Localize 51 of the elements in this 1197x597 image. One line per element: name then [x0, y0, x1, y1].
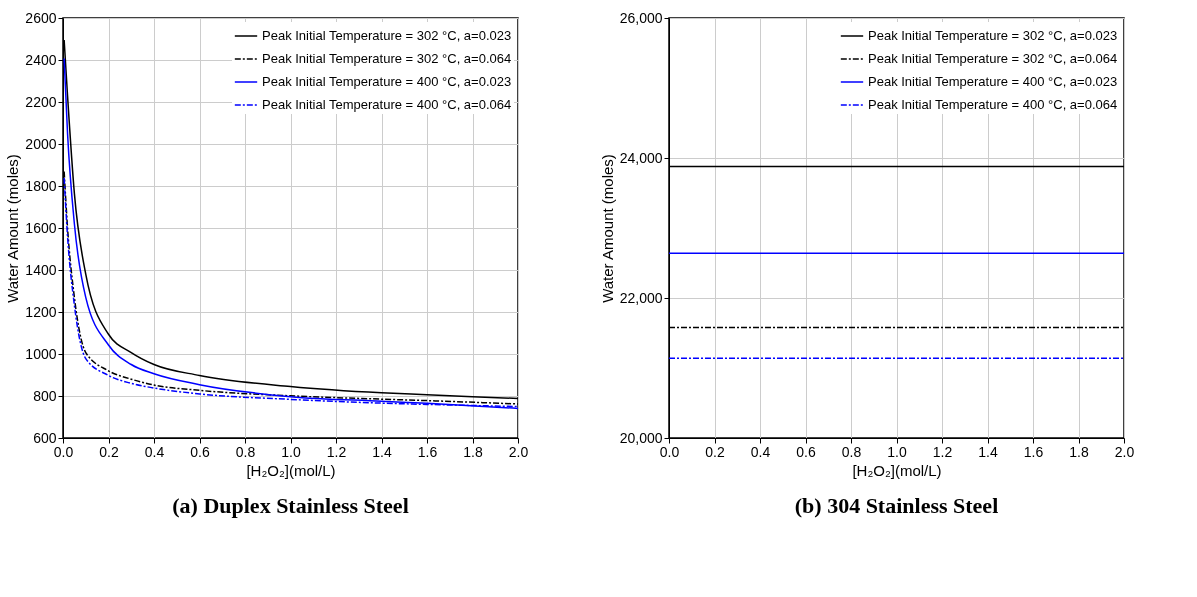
legend-label: Peak Initial Temperature = 302 °C, a=0.064: [868, 51, 1118, 66]
legend-label: Peak Initial Temperature = 400 °C, a=0.023: [868, 74, 1118, 89]
y-tick-label: 2200: [25, 93, 57, 110]
x-axis-title: [H₂O₂](mol/L): [246, 461, 336, 479]
y-tick-label: 800: [33, 387, 57, 404]
x-tick-label: 1.2: [932, 443, 953, 460]
y-tick-label: 24,000: [619, 149, 663, 166]
y-tick-label: 2000: [25, 135, 57, 152]
y-tick-label: 1200: [25, 303, 57, 320]
y-tick-label: 20,000: [619, 429, 663, 446]
x-tick-label: 1.6: [417, 443, 438, 460]
x-tick-label: 1.2: [326, 443, 347, 460]
x-tick-label: 1.0: [281, 443, 301, 460]
y-tick-label: 1400: [25, 261, 57, 278]
y-tick-label: 1000: [25, 345, 57, 362]
x-tick-label: 0.2: [705, 443, 725, 460]
y-tick-label: 600: [33, 429, 57, 446]
x-tick-label: 0.2: [99, 443, 119, 460]
y-tick-label: 1600: [25, 219, 57, 236]
x-tick-label: 0.4: [750, 443, 771, 460]
legend-label: Peak Initial Temperature = 302 °C, a=0.023: [868, 28, 1118, 43]
legend-label: Peak Initial Temperature = 400 °C, a=0.023: [262, 74, 512, 89]
x-tick-label: 1.4: [372, 443, 392, 460]
y-tick-label: 22,000: [619, 289, 663, 306]
y-axis-title: Water Amount (moles): [598, 154, 616, 303]
x-tick-label: 0.8: [841, 443, 862, 460]
x-tick-label: 0.0: [659, 443, 680, 460]
legend-label: Peak Initial Temperature = 400 °C, a=0.064: [262, 97, 512, 112]
x-tick-label: 0.0: [53, 443, 74, 460]
y-tick-label: 1800: [25, 177, 57, 194]
text: (b) 304 Stainless Steel: [794, 493, 999, 518]
legend-label: Peak Initial Temperature = 400 °C, a=0.064: [868, 97, 1118, 112]
legend-label: Peak Initial Temperature = 302 °C, a=0.023: [262, 28, 512, 43]
y-tick-label: 26,000: [619, 9, 663, 26]
text: (a) Duplex Stainless Steel: [172, 493, 409, 518]
x-tick-label: 0.4: [144, 443, 165, 460]
x-tick-label: 2.0: [1114, 443, 1135, 460]
x-tick-label: 0.6: [190, 443, 210, 460]
x-axis-title: [H₂O₂](mol/L): [852, 461, 942, 479]
x-tick-label: 0.6: [796, 443, 816, 460]
y-tick-label: 2600: [25, 9, 57, 26]
legend-label: Peak Initial Temperature = 302 °C, a=0.064: [262, 51, 512, 66]
x-tick-label: 2.0: [508, 443, 529, 460]
y-axis-title: Water Amount (moles): [4, 154, 22, 303]
x-tick-label: 1.8: [463, 443, 483, 460]
x-tick-label: 1.6: [1023, 443, 1044, 460]
x-tick-label: 1.4: [978, 443, 998, 460]
x-tick-label: 1.0: [887, 443, 907, 460]
x-tick-label: 1.8: [1069, 443, 1089, 460]
y-tick-label: 2400: [25, 51, 57, 68]
x-tick-label: 0.8: [235, 443, 256, 460]
